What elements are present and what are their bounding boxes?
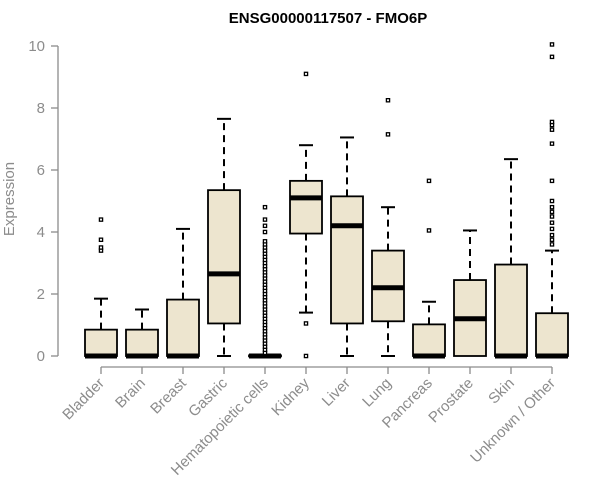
box-bladder [84, 217, 118, 359]
outlier-point [426, 228, 432, 233]
outlier-point [549, 242, 555, 247]
box-skin [494, 158, 528, 359]
outlier-point [549, 178, 555, 184]
outlier-point [549, 127, 555, 132]
y-tick-label: 6 [37, 162, 45, 179]
box-breast [166, 227, 200, 359]
outlier-point [262, 239, 268, 244]
x-tick-label: Prostate [425, 375, 477, 427]
x-tick-label: Lung [359, 375, 395, 411]
chart-title: ENSG00000117507 - FMO6P [229, 10, 427, 27]
outlier-point [549, 42, 555, 47]
outlier-point [262, 229, 268, 235]
outlier-point [262, 204, 268, 210]
box-lung [371, 98, 405, 357]
iqr-box [330, 195, 364, 325]
iqr-box [535, 312, 569, 357]
outlier-point [549, 214, 555, 219]
x-tick-label: Brain [112, 375, 149, 412]
y-axis-label: Expression [1, 162, 18, 236]
outlier-point [549, 237, 555, 242]
outlier-point [549, 204, 555, 210]
outlier-point [549, 226, 555, 232]
boxes [84, 42, 569, 359]
outlier-point [426, 178, 432, 184]
x-tick-label: Bladder [59, 375, 108, 424]
box-liver [330, 136, 364, 357]
outlier-point [303, 353, 309, 359]
box-prostate [453, 229, 487, 357]
outlier-point [549, 119, 555, 125]
outlier-point [385, 132, 391, 137]
outlier-point [262, 223, 268, 229]
box-kidney [289, 71, 323, 359]
x-tick-label: Skin [485, 375, 518, 408]
outlier-point [303, 71, 309, 77]
outlier-point [549, 220, 555, 225]
x-tick-label: Breast [147, 374, 190, 417]
outlier-point [549, 54, 555, 60]
box-pancreas [412, 178, 446, 359]
y-tick-label: 2 [37, 286, 45, 303]
box-brain [125, 308, 159, 359]
y-tick-label: 8 [37, 100, 45, 117]
y-tick-label: 10 [28, 38, 45, 55]
outlier-point [549, 141, 555, 146]
iqr-box [84, 328, 118, 357]
y-tick-label: 0 [37, 348, 45, 365]
outlier-point [98, 217, 104, 222]
outlier-point [303, 321, 309, 326]
box-hematopoietic-cells [248, 204, 282, 359]
x-tick-label: Kidney [268, 374, 313, 419]
outlier-point [549, 198, 555, 204]
outlier-point [262, 217, 268, 222]
box-gastric [207, 117, 241, 357]
iqr-box [166, 298, 200, 357]
y-axis: 0 2 4 6 8 10 [28, 38, 59, 365]
outlier-point [98, 245, 104, 250]
iqr-box [289, 179, 323, 235]
outlier-point [549, 209, 555, 215]
y-tick-label: 4 [37, 224, 45, 241]
iqr-box [125, 328, 159, 357]
box-unknown-other [535, 42, 569, 359]
outlier-point [549, 232, 555, 238]
iqr-box [412, 323, 446, 357]
iqr-box [494, 263, 528, 357]
outlier-point [385, 98, 391, 103]
iqr-box [207, 189, 241, 325]
x-tick-label: Liver [319, 375, 354, 410]
outlier-point [98, 237, 104, 242]
